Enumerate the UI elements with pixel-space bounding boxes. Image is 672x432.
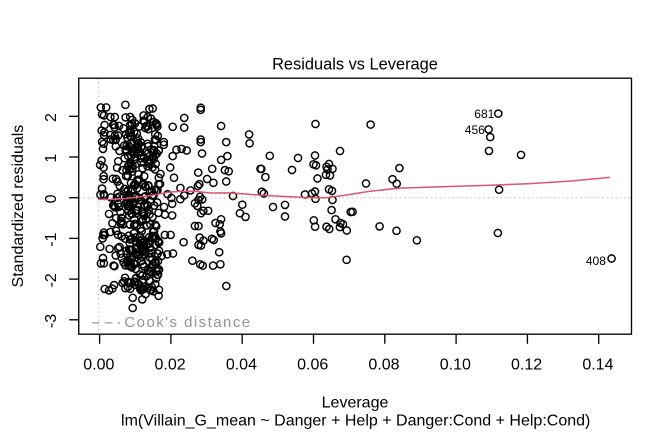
svg-text:-3: -3 — [43, 314, 60, 328]
svg-text:681: 681 — [474, 107, 494, 121]
svg-text:0.02: 0.02 — [155, 356, 186, 373]
svg-text:Residuals vs Leverage: Residuals vs Leverage — [272, 56, 438, 74]
svg-text:0.00: 0.00 — [83, 356, 114, 373]
svg-text:0.10: 0.10 — [440, 356, 471, 373]
svg-text:456: 456 — [465, 123, 485, 137]
svg-text:2: 2 — [43, 113, 60, 122]
svg-text:Leverage: Leverage — [322, 395, 389, 412]
svg-text:Cook's distance: Cook's distance — [124, 314, 251, 331]
svg-text:-1: -1 — [43, 232, 60, 246]
svg-text:0.12: 0.12 — [511, 356, 542, 373]
svg-text:0.06: 0.06 — [297, 356, 328, 373]
svg-text:0: 0 — [43, 194, 60, 203]
svg-text:408: 408 — [586, 254, 606, 268]
svg-text:0.14: 0.14 — [582, 356, 613, 373]
svg-text:0.04: 0.04 — [226, 356, 257, 373]
svg-text:1: 1 — [43, 154, 60, 163]
svg-text:lm(Villain_G_mean ~ Danger + H: lm(Villain_G_mean ~ Danger + Help + Dang… — [121, 413, 590, 430]
svg-text:-2: -2 — [43, 273, 60, 287]
svg-text:0.08: 0.08 — [368, 356, 399, 373]
svg-text:Standardized residuals: Standardized residuals — [10, 125, 27, 288]
